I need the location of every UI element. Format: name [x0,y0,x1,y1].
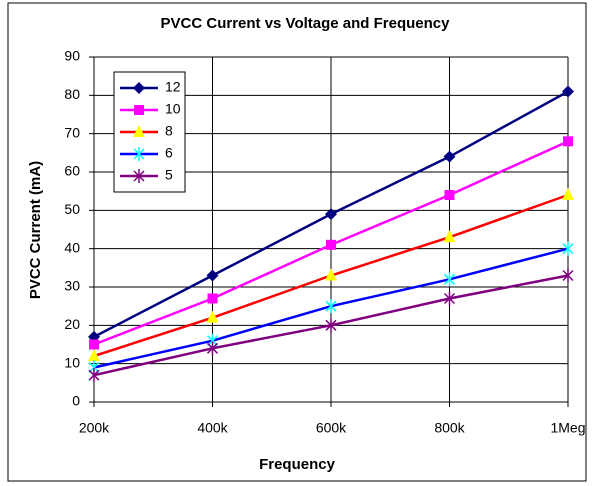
legend-label: 10 [165,101,181,117]
legend-label: 5 [165,167,173,183]
legend-label: 12 [165,79,181,95]
marker [206,341,219,356]
marker [444,190,455,200]
x-tick-label: 600k [316,420,347,436]
marker-shape [206,269,219,282]
marker [562,268,574,283]
marker-shape [562,85,574,98]
marker-shape [443,272,456,287]
marker [88,368,100,383]
marker [325,318,337,333]
x-tick-label: 200k [79,420,110,436]
x-tick-label: 400k [197,420,228,436]
marker-shape [133,169,145,183]
y-tick-label: 40 [64,239,80,255]
legend-label: 6 [165,145,173,161]
marker [562,188,574,200]
marker [325,268,337,281]
marker [325,208,337,221]
marker [133,82,145,94]
marker [206,310,219,323]
chart-frame [7,2,587,482]
marker-shape [325,299,337,314]
marker-shape [206,310,219,323]
marker-shape [325,318,337,333]
marker-shape [133,147,145,161]
marker-shape [325,208,337,221]
marker-shape [443,291,456,306]
y-axis-label: PVCC Current (mA) [27,161,44,299]
legend-label: 8 [165,123,173,139]
y-tick-label: 80 [64,86,80,102]
marker [443,272,456,287]
y-tick-label: 0 [72,393,80,409]
marker [326,239,336,250]
marker [443,230,456,243]
marker-shape [443,230,456,243]
marker-shape [133,82,145,94]
y-tick-label: 90 [64,48,80,64]
y-tick-label: 10 [64,354,80,370]
marker-shape [444,190,455,200]
chart-title: PVCC Current vs Voltage and Frequency [161,15,451,32]
y-tick-label: 20 [64,316,80,332]
marker [206,269,219,282]
y-tick-label: 60 [64,163,80,179]
marker [133,147,145,161]
marker [88,349,100,361]
marker [133,125,145,137]
x-tick-label: 1Meg [550,420,585,436]
x-axis-label: Frequency [259,456,336,473]
marker-shape [88,368,100,383]
marker-shape [562,188,574,200]
marker [207,293,218,304]
marker [89,339,99,350]
marker-shape [207,293,218,304]
marker [562,241,574,256]
marker-shape [325,268,337,281]
marker [443,150,456,163]
x-tick-label: 800k [434,420,465,436]
marker [133,169,145,183]
marker-shape [133,125,145,137]
marker-shape [443,150,456,163]
marker [134,105,144,115]
y-tick-label: 50 [64,201,80,217]
marker-shape [563,136,573,147]
marker-shape [134,105,144,115]
marker-shape [326,239,336,250]
marker-shape [206,341,219,356]
marker-shape [88,349,100,361]
marker-shape [562,241,574,256]
marker [562,85,574,98]
marker-shape [89,339,99,350]
y-tick-label: 70 [64,124,80,140]
marker [325,299,337,314]
y-tick-label: 30 [64,278,80,294]
marker [443,291,456,306]
marker [563,136,573,147]
marker-shape [562,268,574,283]
